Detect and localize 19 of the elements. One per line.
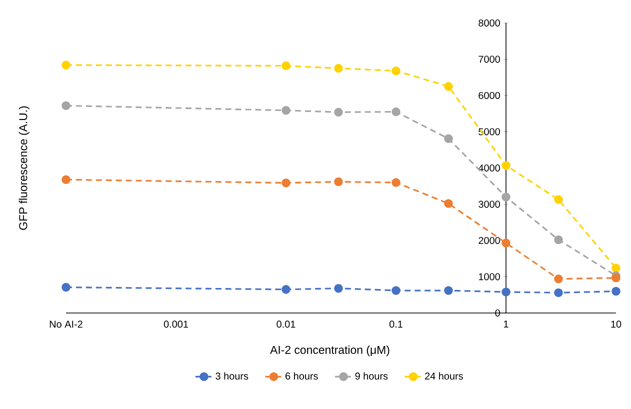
y-tick-label: 6000 — [478, 92, 500, 100]
x-axis-title: AI-2 concentration (μM) — [270, 346, 390, 356]
y-axis-title: GFP fluorescence (A.U.) — [18, 106, 30, 230]
legend-label: 6 hours — [286, 372, 318, 380]
y-tick-label: 1000 — [478, 273, 500, 280]
x-tick-label: 0.1 — [389, 320, 402, 328]
x-tick-label: 1 — [504, 320, 508, 328]
y-tick-label: 4000 — [478, 164, 500, 172]
legend-label: 24 hours — [425, 372, 463, 380]
y-tick-label: 2000 — [478, 236, 500, 244]
y-tick-label: 8000 — [478, 19, 500, 27]
x-tick-label: 0.01 — [276, 320, 296, 328]
x-tick-label: No AI-2 — [50, 320, 82, 328]
legend-label: 3 hours — [216, 372, 248, 380]
x-tick-label: 10 — [611, 320, 622, 328]
legend-label: 9 hours — [355, 372, 388, 380]
y-tick-label: 7000 — [478, 56, 500, 63]
y-tick-label: 3000 — [478, 200, 500, 208]
x-tick-label: 0.001 — [164, 320, 188, 328]
